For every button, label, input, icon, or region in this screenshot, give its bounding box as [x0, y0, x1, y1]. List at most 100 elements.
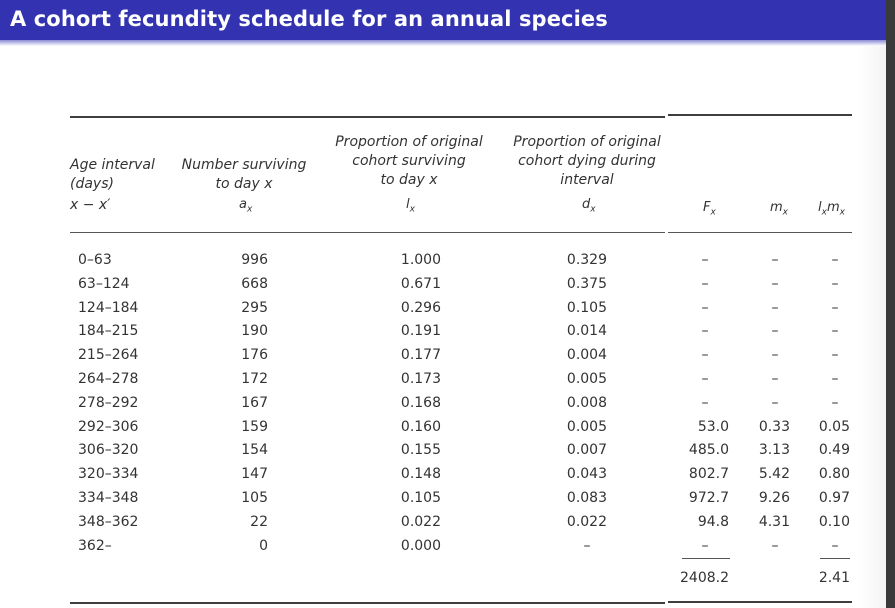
header-dx-line1: Proportion of original: [513, 134, 661, 150]
cell-dx: 0.014: [566, 323, 607, 339]
cell-fx: –: [701, 538, 709, 554]
ax-symbol: a: [239, 197, 247, 212]
mx-subscript: x: [782, 207, 788, 218]
cell-dx: 0.005: [566, 419, 607, 435]
header-fx-symbol: Fx: [703, 200, 716, 218]
lxmx-m-symbol: m: [826, 200, 840, 215]
lxmx-l-symbol: l: [818, 200, 822, 215]
header-mx-symbol: mx: [770, 200, 788, 218]
cell-mx: 5.42: [758, 466, 790, 482]
cell-lx: 0.191: [400, 323, 441, 339]
header-rule-right: [668, 232, 852, 233]
cell-dx: 0.007: [566, 442, 607, 458]
cell-lxmx: –: [831, 347, 839, 363]
mx-symbol: m: [770, 200, 783, 215]
page-edge-shade: [858, 46, 886, 608]
cell-ax: 668: [241, 276, 268, 292]
lx-symbol: l: [406, 197, 410, 212]
slide-title: A cohort fecundity schedule for an annua…: [10, 7, 608, 31]
cell-lxmx: –: [831, 252, 839, 268]
cell-mx: –: [771, 538, 779, 554]
cell-age-interval: 184–215: [78, 323, 139, 339]
header-lx-line2: cohort surviving: [352, 153, 466, 169]
table-top-rule-right: [668, 114, 852, 116]
cell-ax: 295: [241, 300, 268, 316]
cell-age-interval: 334–348: [78, 490, 139, 506]
title-bar-fade: [0, 40, 895, 46]
header-dx-symbol: dx: [582, 197, 596, 215]
cell-age-interval: 215–264: [78, 347, 139, 363]
cell-age-interval: 320–334: [78, 466, 139, 482]
header-ax-line2: to day x: [215, 176, 273, 192]
cell-dx: 0.004: [566, 347, 607, 363]
cell-lxmx: –: [831, 276, 839, 292]
cell-dx: 0.008: [566, 395, 607, 411]
header-lx-symbol: lx: [406, 197, 415, 215]
cell-dx: 0.005: [566, 371, 607, 387]
cell-ax: 190: [241, 323, 268, 339]
window-edge: [886, 0, 895, 608]
header-proportion-surviving: Proportion of original cohort surviving …: [335, 133, 483, 190]
cell-fx: –: [701, 347, 709, 363]
ax-subscript: x: [246, 204, 253, 215]
cell-lxmx: 0.10: [818, 514, 850, 530]
cell-lxmx: –: [831, 323, 839, 339]
cell-age-interval: 63–124: [78, 276, 130, 292]
cell-ax: 154: [241, 442, 268, 458]
header-dx-line2: cohort dying during: [518, 153, 656, 169]
cell-age-interval: 278–292: [78, 395, 139, 411]
cell-lx: 0.177: [400, 347, 441, 363]
header-age-symbol: x − x′: [70, 197, 111, 213]
slide-title-bar: A cohort fecundity schedule for an annua…: [0, 0, 895, 40]
table-bottom-rule-right: [668, 601, 852, 603]
cell-lxmx: –: [831, 395, 839, 411]
cell-mx: –: [771, 300, 779, 316]
cell-age-interval: 264–278: [78, 371, 139, 387]
cell-mx: 9.26: [758, 490, 790, 506]
cell-lxmx: –: [831, 371, 839, 387]
cell-mx: –: [771, 276, 779, 292]
cell-ax: 172: [241, 371, 268, 387]
cell-mx: 3.13: [758, 442, 790, 458]
cell-mx: –: [771, 252, 779, 268]
cell-ax: 22: [250, 514, 268, 530]
cell-dx: 0.105: [566, 300, 607, 316]
cell-age-interval: 348–362: [78, 514, 139, 530]
dx-subscript: x: [590, 204, 596, 215]
cell-ax: 176: [241, 347, 268, 363]
cell-ax: 167: [241, 395, 268, 411]
cell-mx: 4.31: [758, 514, 790, 530]
header-lx-line3: to day x: [380, 172, 438, 188]
cell-lx: 0.148: [400, 466, 441, 482]
cell-ax: 105: [241, 490, 268, 506]
cell-lx: 0.173: [400, 371, 441, 387]
header-rule-left: [70, 232, 665, 233]
cell-lx: 0.155: [400, 442, 441, 458]
cell-fx: –: [701, 371, 709, 387]
lx-subscript: x: [409, 204, 415, 215]
cell-ax: 159: [241, 419, 268, 435]
cell-mx: –: [771, 371, 779, 387]
cell-age-interval: 362–: [78, 538, 112, 554]
cell-fx: –: [701, 252, 709, 268]
cell-dx: 0.083: [566, 490, 607, 506]
cell-lxmx: –: [831, 538, 839, 554]
cell-dx: 0.329: [566, 252, 607, 268]
cell-fx: –: [701, 395, 709, 411]
header-lx-line1: Proportion of original: [335, 134, 483, 150]
cell-lx: 0.296: [400, 300, 441, 316]
cell-fx: 94.8: [697, 514, 729, 530]
header-ax-symbol: ax: [239, 197, 252, 215]
cell-dx: –: [583, 538, 591, 554]
header-ax-line1: Number surviving: [181, 157, 307, 173]
cell-fx: –: [701, 323, 709, 339]
cell-fx: 53.0: [697, 419, 729, 435]
cell-lxmx: 0.80: [818, 466, 850, 482]
header-lxmx-symbol: lxmx: [818, 200, 845, 218]
cell-lx: 0.105: [400, 490, 441, 506]
cell-lx: 1.000: [400, 252, 441, 268]
cell-lx: 0.022: [400, 514, 441, 530]
cell-lx: 0.168: [400, 395, 441, 411]
table-top-rule-left: [70, 116, 665, 118]
